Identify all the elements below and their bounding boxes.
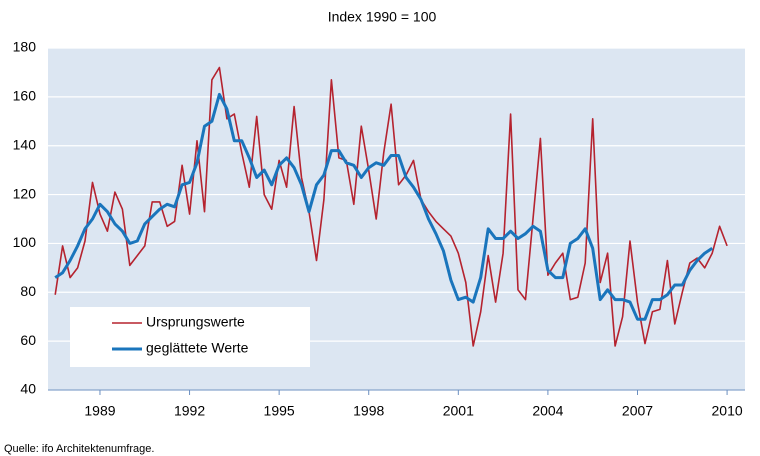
y-tick-label: 80 <box>20 283 36 299</box>
x-tick-label: 2004 <box>532 403 563 419</box>
lines <box>54 66 728 347</box>
grid: 40 60 80 100 120 140 160 180 1989 1992 1995 1998 200… <box>13 39 745 419</box>
series-line <box>54 92 714 321</box>
y-tick-label: 60 <box>20 332 36 348</box>
legend-label: geglättete Werte <box>146 340 249 356</box>
legend-label: Ursprungswerte <box>146 314 245 330</box>
source-note: Quelle: ifo Architektenumfrage. <box>4 443 154 455</box>
x-tick-label: 2010 <box>712 403 743 419</box>
y-tick-label: 100 <box>13 234 37 250</box>
x-tick-label: 1992 <box>174 403 205 419</box>
y-tick-label: 140 <box>13 136 37 152</box>
legend-box <box>70 307 310 367</box>
x-tick-label: 1989 <box>84 403 115 419</box>
y-tick-label: 40 <box>20 381 36 397</box>
x-tick-label: 2001 <box>443 403 474 419</box>
y-tick-label: 160 <box>13 88 37 104</box>
series-line <box>54 66 728 347</box>
y-tick-label: 180 <box>13 39 37 55</box>
x-tick-label: 2007 <box>622 403 653 419</box>
chart-title: Index 1990 = 100 <box>328 9 437 25</box>
legend: Ursprungswerte geglättete Werte <box>70 307 310 367</box>
x-tick-label: 1998 <box>353 403 384 419</box>
y-tick-label: 120 <box>13 185 37 201</box>
x-tick-label: 1995 <box>264 403 295 419</box>
